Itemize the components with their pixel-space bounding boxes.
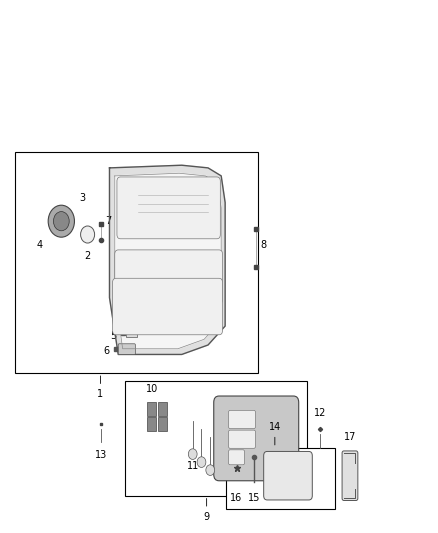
Text: 17: 17 bbox=[344, 432, 356, 442]
Text: 2: 2 bbox=[85, 251, 91, 261]
Polygon shape bbox=[110, 165, 225, 354]
FancyBboxPatch shape bbox=[117, 177, 220, 239]
Text: 5: 5 bbox=[110, 332, 116, 341]
Circle shape bbox=[81, 226, 95, 243]
Text: 1: 1 bbox=[97, 376, 103, 399]
Text: 11: 11 bbox=[187, 461, 199, 471]
Text: 3: 3 bbox=[79, 192, 85, 203]
FancyBboxPatch shape bbox=[118, 344, 135, 354]
Bar bbox=[226, 448, 335, 509]
FancyBboxPatch shape bbox=[264, 451, 312, 500]
FancyBboxPatch shape bbox=[113, 278, 223, 335]
Text: 14: 14 bbox=[269, 422, 281, 445]
Circle shape bbox=[206, 465, 215, 475]
Circle shape bbox=[53, 212, 69, 231]
FancyBboxPatch shape bbox=[229, 430, 255, 448]
Polygon shape bbox=[115, 173, 221, 349]
Circle shape bbox=[188, 449, 197, 459]
Text: 6: 6 bbox=[103, 346, 110, 356]
Bar bbox=[158, 417, 167, 431]
FancyBboxPatch shape bbox=[214, 396, 299, 481]
Circle shape bbox=[48, 205, 74, 237]
Text: 12: 12 bbox=[314, 408, 326, 418]
Bar bbox=[147, 402, 156, 416]
Text: 13: 13 bbox=[95, 450, 107, 461]
Text: 7: 7 bbox=[105, 216, 111, 226]
Text: 16: 16 bbox=[230, 493, 243, 503]
FancyBboxPatch shape bbox=[229, 410, 255, 429]
Text: 15: 15 bbox=[248, 493, 260, 503]
Text: 8: 8 bbox=[261, 240, 267, 250]
Text: 9: 9 bbox=[204, 498, 210, 522]
Bar bbox=[15, 152, 258, 373]
FancyBboxPatch shape bbox=[342, 451, 358, 500]
Text: 10: 10 bbox=[146, 384, 158, 394]
Bar bbox=[126, 330, 137, 337]
Circle shape bbox=[197, 457, 206, 467]
Bar bbox=[158, 402, 167, 416]
FancyBboxPatch shape bbox=[115, 250, 223, 304]
Bar bbox=[125, 381, 307, 496]
Text: 4: 4 bbox=[36, 240, 42, 250]
FancyBboxPatch shape bbox=[229, 450, 244, 465]
Bar bbox=[147, 417, 156, 431]
